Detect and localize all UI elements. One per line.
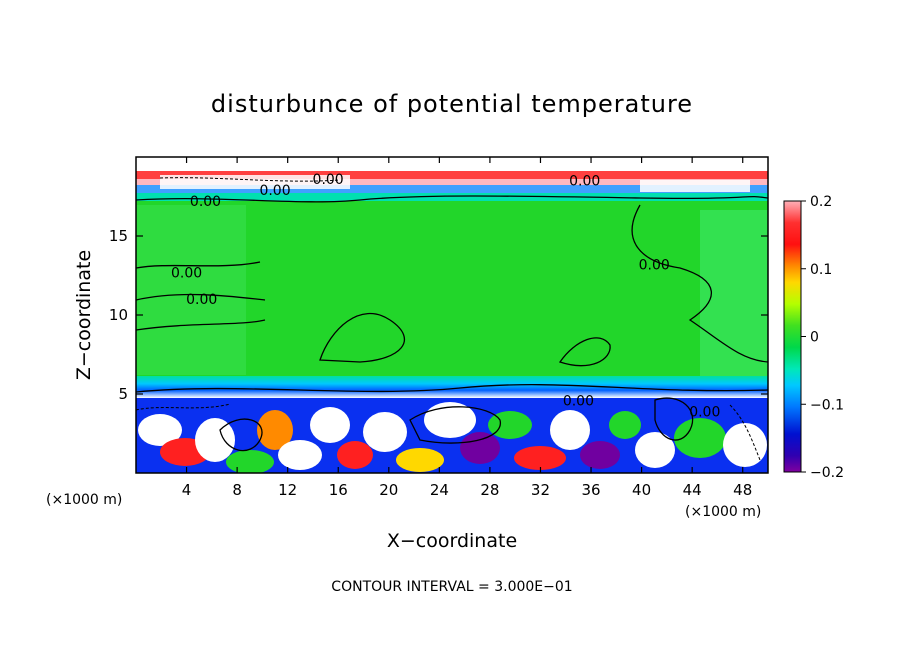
y-unit-label: (×1000 m) <box>46 492 122 508</box>
contour-label: 0.00 <box>313 172 344 188</box>
x-tick-label: 44 <box>683 481 702 499</box>
colorbar-tick-label: 0 <box>810 330 819 346</box>
upper-band-pink <box>136 179 768 185</box>
y-tick-label: 15 <box>109 227 128 245</box>
y-tick-label: 5 <box>118 385 128 403</box>
x-axis-label: X−coordinate <box>387 530 517 552</box>
colorbar-tick-label: −0.2 <box>810 465 844 481</box>
colorbar-tick-label: −0.1 <box>810 397 844 413</box>
y-tick-label: 10 <box>109 306 128 324</box>
interior-light-right <box>700 210 768 380</box>
colorbar-tick-label: 0.1 <box>810 262 832 278</box>
y-axis-label: Z−coordinate <box>73 250 95 380</box>
contour-label: 0.00 <box>171 265 202 281</box>
upper-band-blue <box>136 185 768 193</box>
contour-label: 0.00 <box>190 194 221 210</box>
dashed-contours <box>136 177 761 461</box>
x-unit-label: (×1000 m) <box>685 504 761 520</box>
contour-labels: 0.00 0.00 0.00 0.00 0.00 0.00 0.00 0.00 0.00 <box>171 172 720 420</box>
chart-title: disturbunce of potential temperature <box>211 90 693 118</box>
heatmap-field: 0.00 0.00 0.00 0.00 0.00 0.00 0.00 0.00 0.00 <box>136 157 768 473</box>
x-tick-label: 28 <box>480 481 499 499</box>
upper-band-white <box>136 157 768 171</box>
x-tick-label: 16 <box>329 481 348 499</box>
upper-band-white-patch-right <box>640 180 750 192</box>
contour-label: 0.00 <box>689 404 720 420</box>
interior-light-left <box>136 205 246 375</box>
contour-lines <box>136 195 768 452</box>
colorbar-tick-label: 0.2 <box>810 194 832 210</box>
x-tick-label: 8 <box>232 481 242 499</box>
contour-label: 0.00 <box>186 292 217 308</box>
x-axis: 4 8 12 16 20 24 28 32 36 40 44 48 <box>182 157 752 499</box>
contour-label: 0.00 <box>259 183 290 199</box>
x-tick-label: 48 <box>733 481 752 499</box>
x-tick-label: 32 <box>531 481 550 499</box>
contour-label: 0.00 <box>639 257 670 273</box>
y-axis: 5 10 15 <box>109 227 768 403</box>
x-tick-label: 40 <box>632 481 651 499</box>
x-tick-label: 12 <box>278 481 297 499</box>
x-tick-label: 36 <box>581 481 600 499</box>
lower-band <box>136 376 768 398</box>
x-tick-label: 4 <box>182 481 192 499</box>
lower-layer-eddies <box>138 402 767 473</box>
contour-interval-note: CONTOUR INTERVAL = 3.000E−01 <box>331 579 572 595</box>
contour-label: 0.00 <box>563 393 594 409</box>
upper-band-red <box>136 171 768 179</box>
x-tick-label: 24 <box>430 481 449 499</box>
upper-band-cyan <box>136 193 768 201</box>
colorbar <box>783 200 802 473</box>
x-tick-label: 20 <box>379 481 398 499</box>
contour-label: 0.00 <box>569 174 600 190</box>
colorbar-ticks: 0.2 0.1 0 −0.1 −0.2 <box>801 194 844 481</box>
